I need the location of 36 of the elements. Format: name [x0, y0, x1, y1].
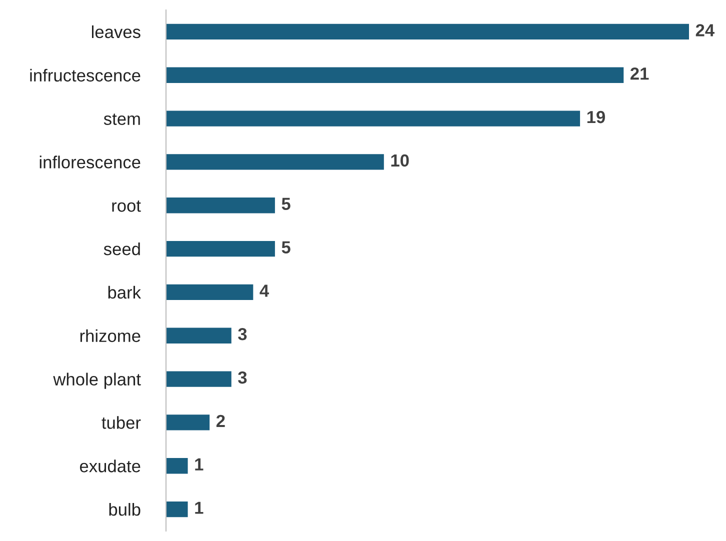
y-tick-label: stem — [104, 114, 140, 126]
data-label: 1 — [195, 502, 204, 514]
y-tick-label: tuber — [102, 416, 141, 429]
data-label: 19 — [587, 110, 605, 124]
data-label: 21 — [630, 67, 649, 80]
bar — [166, 198, 275, 214]
data-label: 4 — [260, 284, 270, 297]
y-tick-label: leaves — [92, 25, 140, 38]
bar — [166, 284, 254, 300]
data-label: 5 — [282, 198, 290, 210]
bar — [166, 240, 275, 257]
data-label: 1 — [195, 458, 204, 470]
data-label: 3 — [238, 371, 247, 384]
bar — [166, 371, 232, 387]
y-tick-label: inflorescence — [40, 156, 140, 168]
y-tick-label: rhizome — [80, 329, 140, 342]
data-label: 24 — [696, 24, 714, 36]
y-tick-label: root — [112, 200, 141, 212]
data-label: 3 — [238, 328, 247, 340]
y-tick-label: bark — [108, 286, 142, 299]
bar — [166, 501, 188, 518]
y-tick-label: infructescence — [30, 68, 140, 82]
y-tick-label: bulb — [109, 503, 140, 516]
data-label: 10 — [391, 154, 409, 167]
bar — [166, 67, 624, 83]
y-tick-label: whole plant — [53, 372, 141, 389]
data-label: 2 — [216, 414, 225, 427]
data-label: 5 — [282, 241, 290, 254]
bar — [166, 458, 188, 474]
bar — [166, 110, 580, 126]
bar — [166, 154, 384, 170]
y-tick-label: seed — [104, 242, 140, 256]
y-tick-label: exudate — [80, 460, 140, 472]
bar — [166, 414, 210, 430]
bar — [166, 24, 689, 40]
bar — [166, 328, 232, 344]
